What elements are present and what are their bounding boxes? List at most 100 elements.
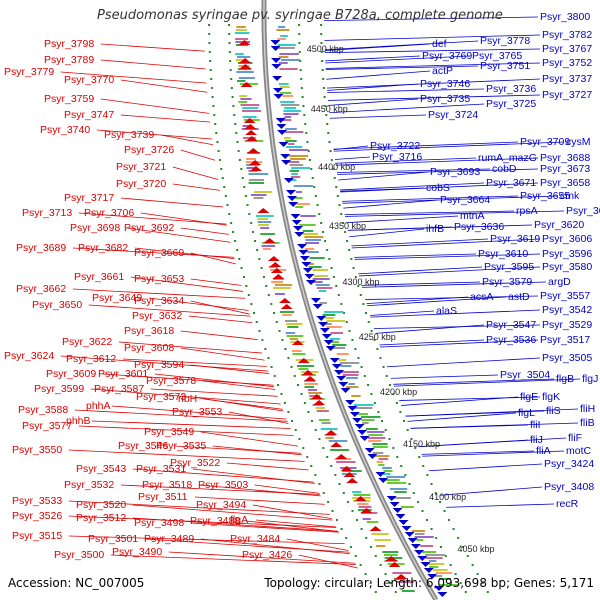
reverse-gene-label: Psyr_3504: [500, 369, 551, 381]
feature-block: [372, 452, 384, 454]
feature-block: [235, 29, 248, 31]
feature-block: [239, 83, 259, 85]
scale-dot: [318, 483, 321, 485]
forward-gene-leader-line: [226, 462, 322, 472]
reverse-gene-leader-line: [339, 281, 481, 287]
scale-dot: [400, 465, 403, 467]
scale-dot: [360, 366, 363, 368]
feature-block: [318, 419, 330, 421]
feature-block: [425, 557, 443, 559]
reverse-gene-leader-line: [311, 141, 519, 151]
scale-dot: [300, 87, 303, 89]
reverse-gene-label: ihfB: [426, 223, 445, 235]
scale-dot: [232, 105, 235, 107]
reverse-gene-arrow: [270, 40, 281, 45]
feature-block: [300, 215, 316, 217]
scale-dot: [326, 123, 329, 125]
scale-dot: [322, 87, 325, 89]
forward-gene-label: Psyr_3634: [134, 295, 185, 307]
feature-block: [307, 389, 318, 391]
reverse-gene-label: Psyr_3557: [540, 290, 591, 302]
feature-block: [336, 353, 349, 355]
reverse-gene-leader-line: [337, 266, 541, 278]
reverse-gene-leader-line: [399, 450, 535, 456]
reverse-gene-label: flgE: [520, 391, 539, 403]
scale-dot: [340, 528, 343, 530]
feature-block: [383, 470, 393, 472]
scale-dot: [417, 501, 420, 503]
feature-block: [394, 497, 411, 499]
scale-dot: [240, 168, 243, 170]
forward-gene-leader-line: [190, 364, 282, 376]
reverse-gene-arrow: [280, 154, 291, 159]
scale-dot: [306, 456, 309, 458]
feature-block: [289, 170, 299, 172]
reverse-gene-arrow: [359, 436, 370, 441]
forward-gene-label: Psyr_3740: [40, 124, 91, 136]
forward-gene-label: Psyr_3484: [230, 533, 281, 545]
forward-gene-label: Psyr_3612: [66, 353, 117, 365]
reverse-gene-arrow: [290, 214, 301, 219]
feature-block: [382, 551, 399, 553]
reverse-gene-arrow: [333, 370, 344, 375]
feature-block: [302, 230, 314, 232]
reverse-gene-label: Psyr_3579: [482, 276, 533, 288]
scale-dot: [384, 429, 387, 431]
reverse-gene-leader-line: [303, 62, 541, 70]
feature-block: [326, 320, 346, 322]
reverse-gene-arrow: [310, 298, 321, 303]
forward-gene-arrow: [343, 472, 356, 477]
forward-gene-label: Psyr_3759: [44, 93, 95, 105]
scale-dot: [228, 33, 231, 35]
forward-gene-arrow: [238, 40, 251, 45]
feature-block: [285, 140, 297, 142]
forward-gene-label: Psyr_3577: [22, 420, 73, 432]
scale-dot: [367, 321, 370, 323]
scale-dot: [345, 321, 348, 323]
reverse-gene-leader-line: [343, 295, 539, 301]
reverse-gene-arrow: [312, 304, 323, 309]
scale-dot: [233, 114, 236, 116]
reverse-gene-label: argD: [548, 276, 571, 288]
feature-block: [236, 71, 254, 73]
feature-block: [378, 458, 389, 460]
forward-gene-label: Psyr_3490: [112, 546, 163, 558]
scale-dot: [345, 537, 348, 539]
reverse-gene-arrow: [288, 202, 299, 207]
scale-dot: [351, 510, 354, 512]
scale-dot: [403, 420, 406, 422]
feature-block: [235, 59, 247, 61]
reverse-gene-label: Psyr_3596: [542, 248, 593, 260]
reverse-gene-arrow: [427, 574, 438, 579]
forward-gene-label: Psyr_3501: [88, 533, 139, 545]
reverse-gene-arrow: [401, 526, 412, 531]
reverse-gene-arrow: [305, 280, 316, 285]
scale-dot: [367, 384, 370, 386]
forward-gene-label: Psyr_3553: [172, 406, 223, 418]
scale-dot: [327, 132, 330, 134]
scale-dot: [265, 285, 268, 287]
feature-block: [305, 239, 322, 241]
feature-block: [368, 440, 382, 442]
scale-dot: [284, 348, 287, 350]
scale-dot: [332, 276, 335, 278]
reverse-gene-arrow: [410, 544, 421, 549]
forward-gene-arrow: [385, 556, 398, 561]
feature-block: [389, 488, 408, 490]
scale-dot: [392, 447, 395, 449]
scale-dot: [320, 222, 323, 224]
reverse-gene-label: Psyr_3424: [544, 458, 595, 470]
scale-dot: [299, 60, 302, 62]
scale-dot: [216, 141, 219, 143]
reverse-gene-arrow: [349, 412, 360, 417]
forward-gene-leader-line: [154, 373, 287, 389]
reverse-gene-label: Psyr_3658: [540, 177, 591, 189]
reverse-gene-label: Psyr_3688: [540, 152, 591, 164]
forward-gene-label: Psyr_3689: [16, 242, 67, 254]
reverse-gene-label: Psyr_3620: [534, 219, 585, 231]
scale-dot: [300, 393, 303, 395]
scale-dot: [382, 366, 385, 368]
reverse-gene-arrow: [270, 46, 281, 51]
reverse-gene-label: Psyr_3547: [486, 319, 537, 331]
feature-block: [282, 95, 294, 97]
